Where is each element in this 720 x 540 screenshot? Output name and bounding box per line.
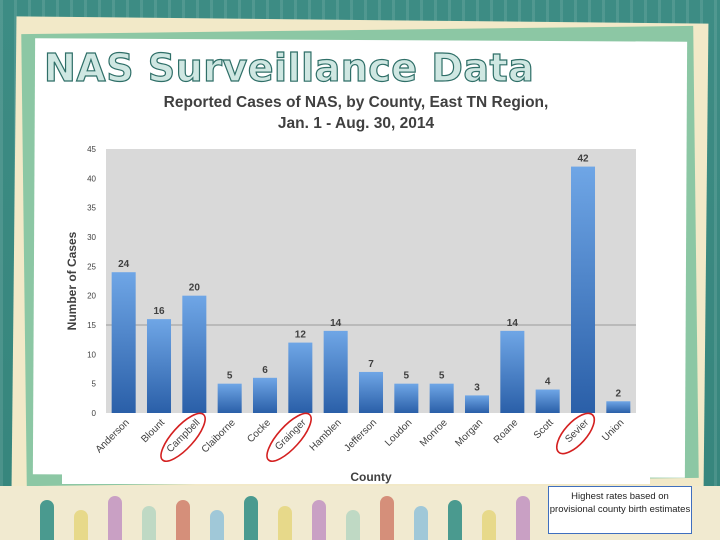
decorative-peg: [414, 506, 428, 540]
bar-chart: 0 5 10 15 20 25 30 35 40 45 24 16 20 5 6 12 14 7 5 5 3 14 4 42…: [65, 145, 636, 484]
x-tick-label: Blount: [139, 417, 167, 445]
bar-loudon: [394, 383, 419, 413]
bar-anderson: [111, 272, 136, 413]
decorative-peg: [108, 496, 122, 540]
x-tick-label: Scott: [532, 417, 556, 441]
x-tick-label: Hamblen: [308, 417, 344, 453]
y-tick-label: 10: [87, 350, 96, 359]
data-label: 16: [153, 306, 165, 317]
decorative-peg: [210, 510, 224, 540]
y-tick-label: 30: [87, 233, 96, 242]
data-label: 5: [404, 371, 410, 382]
bar-hamblen: [323, 330, 348, 413]
x-tick-label: Anderson: [94, 417, 132, 455]
data-label: 2: [616, 388, 622, 399]
x-tick-label: Union: [600, 417, 626, 443]
data-label: 6: [262, 365, 268, 376]
x-tick-label: Loudon: [383, 417, 414, 448]
y-tick-label: 0: [92, 409, 97, 418]
y-tick-label: 15: [87, 321, 96, 330]
bar-jefferson: [358, 371, 384, 413]
y-axis-label: Number of Cases: [65, 231, 79, 330]
decorative-peg: [346, 510, 360, 540]
data-label: 24: [118, 259, 130, 270]
decorative-peg: [482, 510, 496, 540]
decorative-peg: [278, 506, 292, 540]
highlight-circle-campbell: [160, 412, 206, 462]
data-label: 5: [439, 371, 445, 382]
chart-title-line-2: Jan. 1 - Aug. 30, 2014: [277, 115, 435, 132]
bar-sevier: [570, 166, 596, 413]
data-label: 20: [189, 283, 201, 294]
x-tick-label: Monroe: [418, 417, 450, 449]
chart-title: Reported Cases of NAS, by County, East T…: [62, 92, 650, 134]
y-tick-label: 20: [87, 292, 96, 301]
slide-title: NAS Surveillance Data: [43, 45, 535, 90]
x-axis-label: County: [350, 470, 392, 484]
chart-title-line-1: Reported Cases of NAS, by County, East T…: [163, 94, 549, 111]
data-label: 7: [368, 359, 374, 370]
highlight-circle-grainger: [266, 412, 312, 462]
decorative-peg: [40, 500, 54, 540]
decorative-peg: [380, 496, 394, 540]
bar-monroe: [429, 383, 454, 413]
data-label: 14: [507, 318, 519, 329]
decorative-peg: [74, 510, 88, 540]
decorative-peg: [176, 500, 190, 540]
data-label: 5: [227, 371, 233, 382]
decorative-peg: [244, 496, 258, 540]
decorative-peg: [448, 500, 462, 540]
highlight-circle-sevier: [556, 412, 596, 455]
x-tick-label: Cocke: [245, 417, 273, 445]
x-tick-label: Grainger: [273, 417, 309, 453]
data-label: 12: [295, 330, 307, 341]
note-box: Highest rates based on provisional count…: [548, 486, 692, 534]
bar-morgan: [464, 395, 490, 413]
bar-roane: [500, 330, 525, 413]
y-tick-label: 5: [92, 380, 97, 389]
decorative-peg: [516, 496, 530, 540]
decorative-peg: [142, 506, 156, 540]
x-tick-label: Morgan: [453, 417, 485, 449]
data-label: 42: [577, 154, 589, 165]
bar-grainger: [288, 342, 313, 413]
x-tick-label: Jefferson: [342, 417, 379, 454]
y-tick-label: 40: [87, 174, 96, 183]
bar-claiborne: [217, 383, 242, 413]
decorative-peg: [312, 500, 326, 540]
data-label: 14: [330, 318, 342, 329]
x-tick-label: Claiborne: [200, 417, 238, 455]
bar-cocke: [252, 377, 278, 413]
x-tick-label: Sevier: [563, 417, 591, 445]
data-label: 4: [545, 377, 551, 388]
y-tick-label: 35: [87, 204, 96, 213]
x-tick-label: Roane: [492, 417, 521, 446]
data-label: 3: [474, 382, 480, 393]
bar-blount: [146, 319, 172, 413]
bar-scott: [535, 389, 560, 413]
y-tick-label: 25: [87, 262, 96, 271]
bar-campbell: [182, 295, 207, 413]
bar-union: [606, 401, 631, 413]
y-tick-label: 45: [87, 145, 96, 154]
